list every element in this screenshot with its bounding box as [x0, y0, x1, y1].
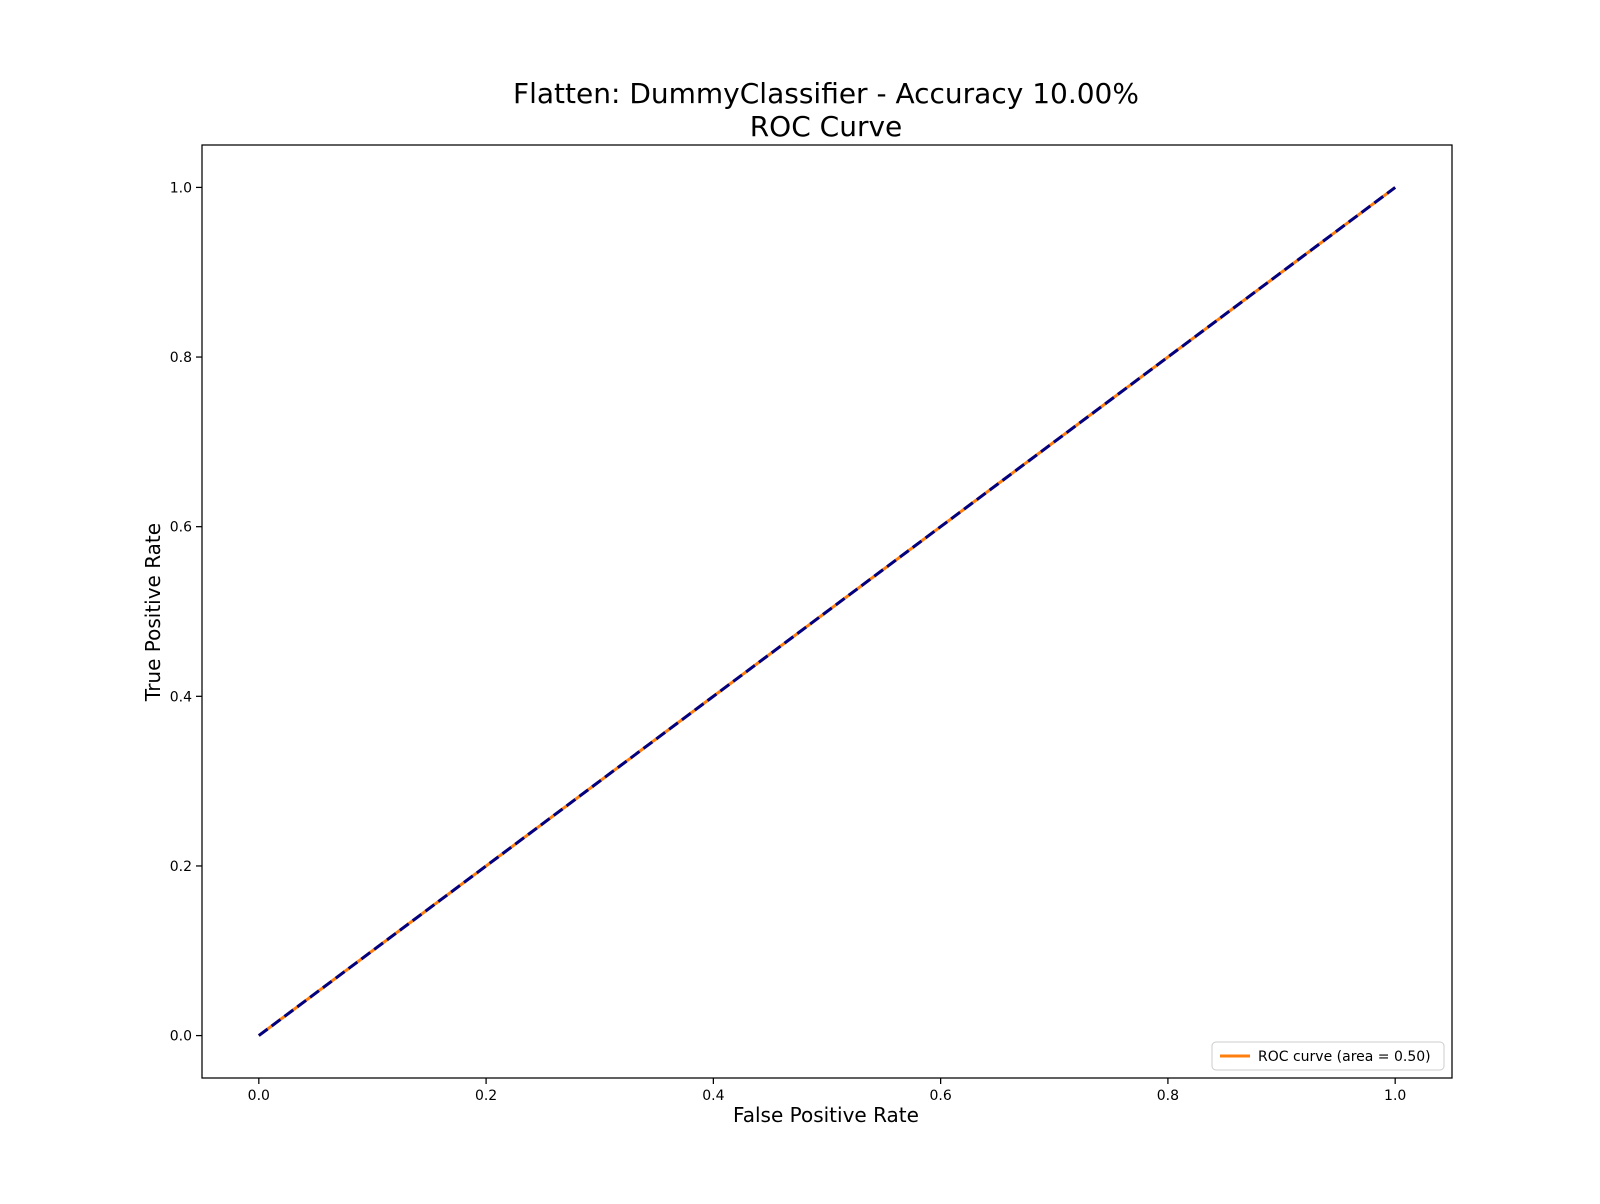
x-axis-label: False Positive Rate [733, 1103, 919, 1127]
legend-label: ROC curve (area = 0.50) [1258, 1049, 1431, 1065]
y-tick-label: 0.8 [170, 350, 192, 366]
legend: ROC curve (area = 0.50) [1211, 1041, 1445, 1071]
y-tick-label: 0.4 [170, 689, 192, 705]
x-tick-label: 0.8 [1157, 1088, 1179, 1104]
x-axis: 0.0 0.2 0.4 0.6 0.8 1.0 [248, 1078, 1406, 1104]
chart-title-line2: ROC Curve [750, 110, 903, 143]
chance-diagonal-line [257, 186, 1397, 1037]
legend-box [1211, 1041, 1445, 1071]
y-axis: 0.0 0.2 0.4 0.6 0.8 1.0 [170, 180, 202, 1045]
y-axis-label: True Positive Rate [141, 523, 165, 702]
y-tick-label: 0.6 [170, 520, 192, 536]
x-tick-label: 0.0 [248, 1088, 270, 1104]
y-tick-label: 0.2 [170, 859, 192, 875]
plot-area [257, 186, 1397, 1037]
y-tick-label: 0.0 [170, 1029, 192, 1045]
x-tick-label: 1.0 [1384, 1088, 1406, 1104]
y-tick-label: 1.0 [170, 180, 192, 196]
x-tick-label: 0.4 [702, 1088, 724, 1104]
x-tick-label: 0.6 [930, 1088, 952, 1104]
chart-title-line1: Flatten: DummyClassifier - Accuracy 10.0… [513, 77, 1139, 110]
x-tick-label: 0.2 [475, 1088, 497, 1104]
axes-frame [201, 144, 1453, 1079]
